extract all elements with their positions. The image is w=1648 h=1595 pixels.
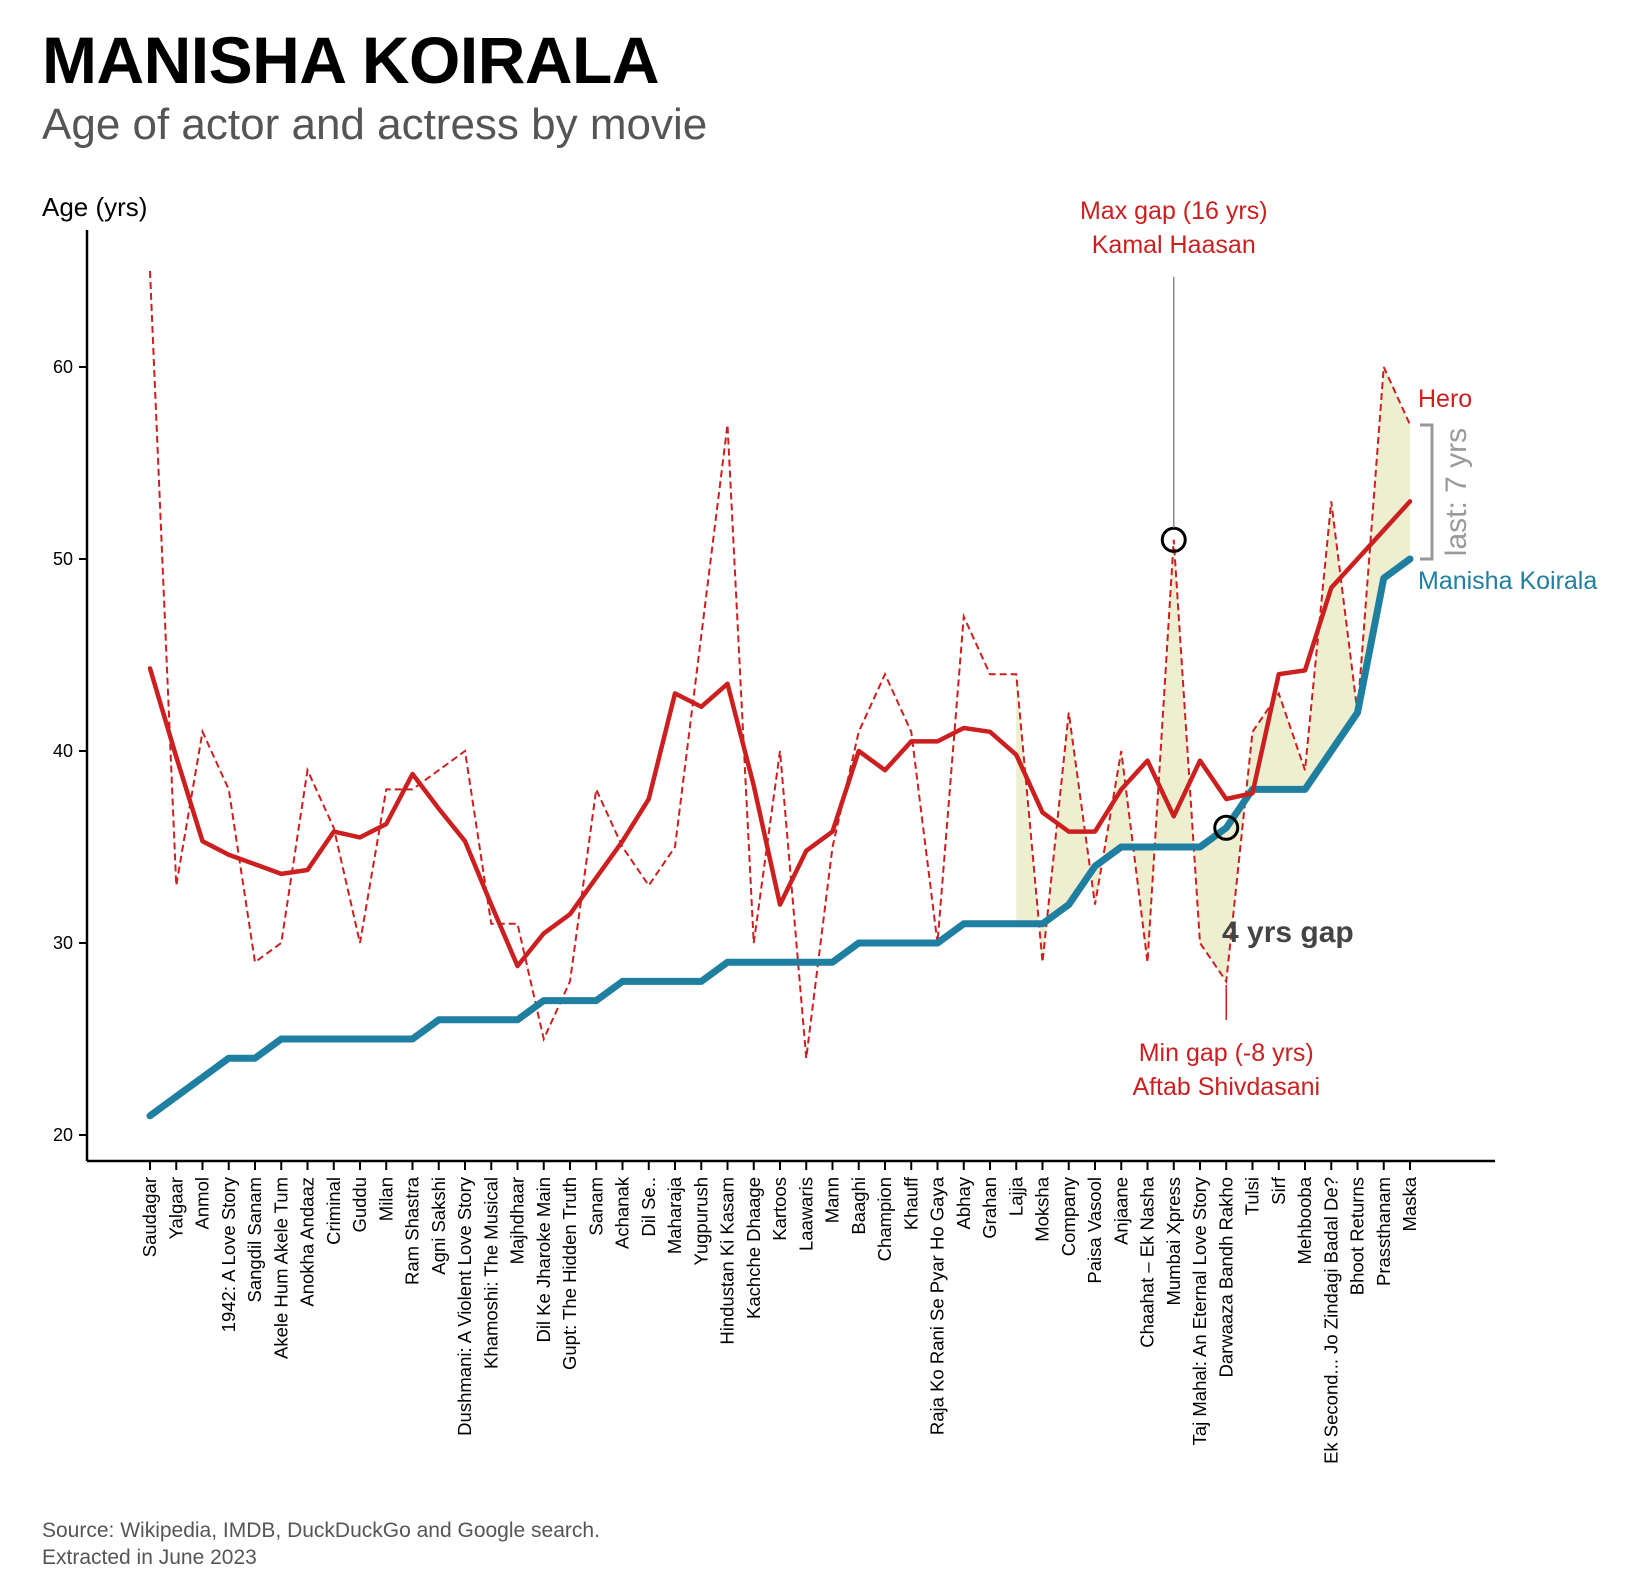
y-tick-label: 30 [53, 933, 73, 953]
x-tick-label: Lajja [1005, 1176, 1026, 1216]
x-tick-label: Guddu [349, 1177, 370, 1233]
y-axis-label: Age (yrs) [42, 192, 147, 222]
x-tick-label: Sanam [585, 1177, 606, 1236]
min-gap-name: Aftab Shivdasani [1132, 1073, 1320, 1101]
max-gap-name: Kamal Haasan [1092, 231, 1256, 259]
x-tick-label: Company [1058, 1176, 1079, 1256]
x-tick-label: Bhoot Returns [1347, 1177, 1368, 1295]
x-tick-label: Anmol [192, 1177, 213, 1229]
x-tick-label: Prassthanam [1373, 1177, 1394, 1286]
x-tick-label: Dushmani: A Violent Love Story [454, 1176, 475, 1436]
actress-age-line [146, 555, 1414, 1120]
x-tick-label: Dil Se.. [638, 1177, 659, 1237]
last-gap-bracket [1420, 423, 1434, 561]
x-tick-label: Yalgaar [165, 1177, 186, 1239]
x-tick-label: Mehbooba [1294, 1176, 1315, 1264]
x-tick-label: Khamoshi: The Musical [480, 1177, 501, 1369]
x-tick-label: Ram Shastra [402, 1176, 423, 1285]
chart-title: MANISHA KOIRALA [42, 23, 660, 97]
x-tick-label: Hindustan Ki Kasam [717, 1177, 738, 1345]
actress-series-label: Manisha Koirala [1418, 567, 1597, 595]
axes: Age (yrs) 20 30 40 50 60 Saudagar Yalgaar Anmol 1… [42, 192, 1495, 1464]
x-tick-label: Tulsi [1242, 1177, 1263, 1215]
y-tick-label: 40 [53, 741, 73, 761]
hero-series-label: Hero [1418, 385, 1472, 413]
x-tick-label: Ek Second... Jo Zindagi Badal De? [1320, 1177, 1341, 1464]
hero-age-line-dashed [149, 270, 1411, 1059]
y-tick-label: 60 [53, 357, 73, 377]
gap-callout: 4 yrs gap [1222, 916, 1354, 949]
x-tick-label: Kartoos [769, 1177, 790, 1241]
source-line-2: Extracted in June 2023 [42, 1546, 257, 1569]
x-tick-label: Abhay [953, 1176, 974, 1229]
x-tick-label: Criminal [323, 1177, 344, 1245]
y-tick-label: 20 [53, 1125, 73, 1145]
max-gap-label: Max gap (16 yrs) [1080, 197, 1268, 225]
x-tick-label: Dil Ke Jharoke Main [533, 1177, 554, 1343]
gap-fill-layer [1016, 367, 1410, 982]
x-tick-label: Moksha [1032, 1176, 1053, 1241]
annotations: Max gap (16 yrs) Kamal Haasan Min gap (-8 … [1080, 197, 1597, 1101]
last-gap-label: last: 7 yrs [1440, 428, 1473, 556]
x-tick-label: Sangdil Sanam [244, 1177, 265, 1302]
x-tick-label: Gupt: The Hidden Truth [559, 1177, 580, 1370]
y-tick-label: 50 [53, 549, 73, 569]
x-tick-label: Kachche Dhaage [743, 1177, 764, 1319]
series-lines [146, 270, 1414, 1120]
x-tick-label: Sirf [1268, 1176, 1289, 1205]
hero-age-line-smoothed [147, 499, 1413, 969]
x-tick-label: Yugpurush [690, 1177, 711, 1265]
x-tick-label: Grahan [979, 1177, 1000, 1239]
x-tick-label: Khauff [900, 1176, 921, 1230]
x-tick-label: Maska [1399, 1176, 1420, 1231]
x-tick-label: Laawaris [795, 1177, 816, 1251]
x-tick-label: Darwaaza Bandh Rakho [1215, 1177, 1236, 1378]
x-tick-label: Achanak [612, 1176, 633, 1249]
min-gap-marker [1213, 814, 1240, 841]
x-tick-label: Mumbai Xpress [1163, 1177, 1184, 1306]
gap-fill-area [1016, 367, 1410, 982]
x-tick-label: Paisa Vasool [1084, 1177, 1105, 1284]
x-tick-label: Chaahat – Ek Nasha [1137, 1176, 1158, 1347]
markers [1160, 526, 1240, 841]
x-tick-label: 1942: A Love Story [218, 1176, 239, 1332]
x-tick-label: Anjaane [1110, 1177, 1131, 1245]
max-gap-marker [1160, 526, 1187, 553]
x-tick-label: Milan [375, 1177, 396, 1221]
x-tick-label: Maharaja [664, 1176, 685, 1254]
source-note: Source: Wikipedia, IMDB, DuckDuckGo and … [42, 1517, 600, 1571]
source-line-1: Source: Wikipedia, IMDB, DuckDuckGo and … [42, 1519, 600, 1542]
x-tick-label: Majhdhaar [507, 1177, 528, 1264]
x-tick-label: Taj Mahal: An Eternal Love Story [1189, 1176, 1210, 1445]
x-tick-label: Baaghi [848, 1177, 869, 1235]
x-tick-label: Raja Ko Rani Se Pyar Ho Gaya [927, 1176, 948, 1435]
x-tick-label: Champion [874, 1177, 895, 1261]
min-gap-label: Min gap (-8 yrs) [1139, 1039, 1314, 1067]
x-tick-label: Agni Sakshi [428, 1177, 449, 1275]
chart-subtitle: Age of actor and actress by movie [42, 100, 708, 149]
x-tick-label: Saudagar [139, 1177, 160, 1257]
x-tick-label: Akele Hum Akele Tum [270, 1177, 291, 1359]
x-tick-label: Anokha Andaaz [297, 1177, 318, 1307]
x-tick-label: Mann [822, 1177, 843, 1223]
